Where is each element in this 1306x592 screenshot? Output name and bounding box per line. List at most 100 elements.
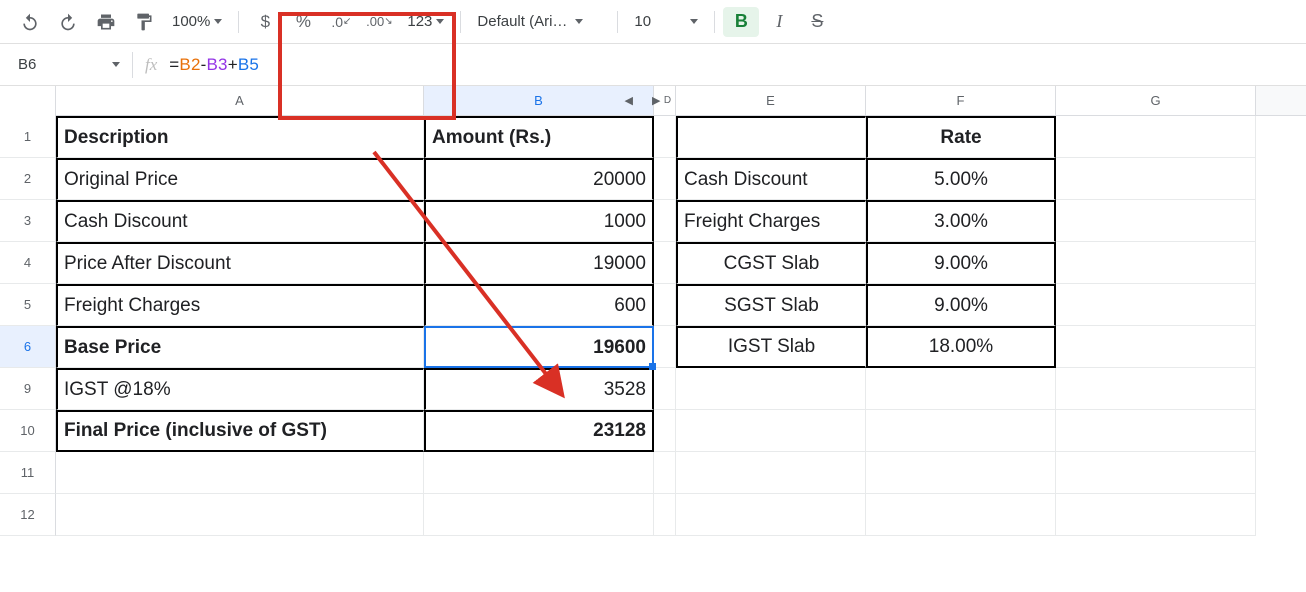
row-header-1[interactable]: 1 — [0, 116, 56, 158]
col-header-G[interactable]: G — [1056, 86, 1256, 115]
separator — [714, 11, 715, 33]
col-header-B[interactable]: B ◀ — [424, 86, 654, 115]
paint-format-button[interactable] — [126, 7, 162, 37]
row-header-12[interactable]: 12 — [0, 494, 56, 536]
row-6: 6 Base Price 19600 IGST Slab 18.00% — [0, 326, 1306, 368]
cell-E3[interactable]: Freight Charges — [676, 200, 866, 242]
cell-B6[interactable]: 19600 — [424, 326, 654, 368]
cell-G3[interactable] — [1056, 200, 1256, 242]
row-header-10[interactable]: 10 — [0, 410, 56, 452]
cell-B5[interactable]: 600 — [424, 284, 654, 326]
row-header-9[interactable]: 9 — [0, 368, 56, 410]
font-family-dropdown[interactable]: Default (Ari… — [469, 13, 609, 30]
cell-A12[interactable] — [56, 494, 424, 536]
cell-E10[interactable] — [676, 410, 866, 452]
cell-A5[interactable]: Freight Charges — [56, 284, 424, 326]
col-header-D-collapsed[interactable]: ▶ D — [654, 86, 676, 115]
row-header-2[interactable]: 2 — [0, 158, 56, 200]
cell-E12[interactable] — [676, 494, 866, 536]
cell-F12[interactable] — [866, 494, 1056, 536]
cell-F4[interactable]: 9.00% — [866, 242, 1056, 284]
cell-F2[interactable]: 5.00% — [866, 158, 1056, 200]
more-formats-dropdown[interactable]: 123 — [399, 13, 452, 30]
cell-F9[interactable] — [866, 368, 1056, 410]
cell-B2[interactable]: 20000 — [424, 158, 654, 200]
cell-B4[interactable]: 19000 — [424, 242, 654, 284]
cell-E2[interactable]: Cash Discount — [676, 158, 866, 200]
row-header-4[interactable]: 4 — [0, 242, 56, 284]
cell-F11[interactable] — [866, 452, 1056, 494]
cell-G9[interactable] — [1056, 368, 1256, 410]
cell-D12[interactable] — [654, 494, 676, 536]
col-header-F[interactable]: F — [866, 86, 1056, 115]
cell-G4[interactable] — [1056, 242, 1256, 284]
cell-G12[interactable] — [1056, 494, 1256, 536]
cell-D1[interactable] — [654, 116, 676, 158]
cell-F10[interactable] — [866, 410, 1056, 452]
cell-A6[interactable]: Base Price — [56, 326, 424, 368]
cell-B1[interactable]: Amount (Rs.) — [424, 116, 654, 158]
cell-G11[interactable] — [1056, 452, 1256, 494]
currency-button[interactable]: $ — [247, 7, 283, 37]
cell-D9[interactable] — [654, 368, 676, 410]
cell-B12[interactable] — [424, 494, 654, 536]
cell-B11[interactable] — [424, 452, 654, 494]
cell-D4[interactable] — [654, 242, 676, 284]
cell-G6[interactable] — [1056, 326, 1256, 368]
col-header-A[interactable]: A — [56, 86, 424, 115]
row-header-11[interactable]: 11 — [0, 452, 56, 494]
select-all-corner[interactable] — [0, 86, 56, 116]
col-B-label: B — [534, 93, 543, 108]
italic-button[interactable]: I — [761, 7, 797, 37]
cell-D2[interactable] — [654, 158, 676, 200]
formula-input[interactable]: = B2 - B3 + B5 — [169, 55, 259, 75]
cell-D3[interactable] — [654, 200, 676, 242]
row-header-5[interactable]: 5 — [0, 284, 56, 326]
cell-E6[interactable]: IGST Slab — [676, 326, 866, 368]
row-header-3[interactable]: 3 — [0, 200, 56, 242]
chevron-down-icon — [690, 19, 698, 24]
print-button[interactable] — [88, 7, 124, 37]
undo-button[interactable] — [12, 7, 48, 37]
cell-A9[interactable]: IGST @18% — [56, 368, 424, 410]
cell-E9[interactable] — [676, 368, 866, 410]
cell-A4[interactable]: Price After Discount — [56, 242, 424, 284]
cell-D6[interactable] — [654, 326, 676, 368]
cell-A1[interactable]: Description — [56, 116, 424, 158]
cell-E11[interactable] — [676, 452, 866, 494]
zoom-dropdown[interactable]: 100% — [164, 13, 230, 30]
percent-button[interactable]: % — [285, 7, 321, 37]
cell-G1[interactable] — [1056, 116, 1256, 158]
cell-D5[interactable] — [654, 284, 676, 326]
font-size-dropdown[interactable]: 10 — [626, 13, 706, 30]
cell-E1[interactable] — [676, 116, 866, 158]
cell-G2[interactable] — [1056, 158, 1256, 200]
cell-G5[interactable] — [1056, 284, 1256, 326]
bold-button[interactable]: B — [723, 7, 759, 37]
cell-F5[interactable]: 9.00% — [866, 284, 1056, 326]
cell-A3[interactable]: Cash Discount — [56, 200, 424, 242]
redo-button[interactable] — [50, 7, 86, 37]
name-box[interactable]: B6 — [10, 50, 128, 80]
strikethrough-button[interactable]: S — [799, 7, 835, 37]
col-header-E[interactable]: E — [676, 86, 866, 115]
cell-G10[interactable] — [1056, 410, 1256, 452]
cell-A2[interactable]: Original Price — [56, 158, 424, 200]
row-10: 10 Final Price (inclusive of GST) 23128 — [0, 410, 1306, 452]
cell-B10[interactable]: 23128 — [424, 410, 654, 452]
cell-F3[interactable]: 3.00% — [866, 200, 1056, 242]
row-3: 3 Cash Discount 1000 Freight Charges 3.0… — [0, 200, 1306, 242]
cell-D11[interactable] — [654, 452, 676, 494]
cell-A11[interactable] — [56, 452, 424, 494]
cell-F1[interactable]: Rate — [866, 116, 1056, 158]
cell-F6[interactable]: 18.00% — [866, 326, 1056, 368]
cell-D10[interactable] — [654, 410, 676, 452]
cell-A10[interactable]: Final Price (inclusive of GST) — [56, 410, 424, 452]
decrease-decimal-button[interactable]: .0↙ — [323, 7, 359, 37]
cell-E4[interactable]: CGST Slab — [676, 242, 866, 284]
cell-B3[interactable]: 1000 — [424, 200, 654, 242]
increase-decimal-button[interactable]: .00↘ — [361, 7, 397, 37]
cell-B9[interactable]: 3528 — [424, 368, 654, 410]
row-header-6[interactable]: 6 — [0, 326, 56, 368]
cell-E5[interactable]: SGST Slab — [676, 284, 866, 326]
